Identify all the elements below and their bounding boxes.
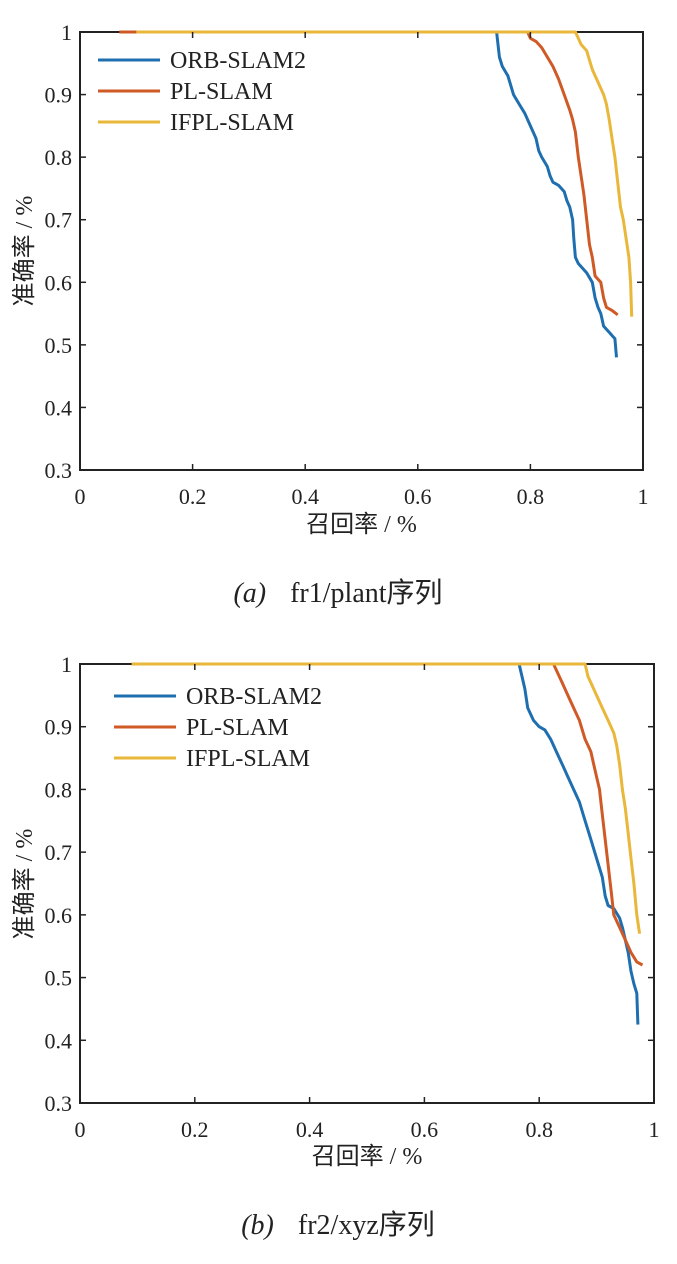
series-line-orb-slam2 <box>119 30 618 358</box>
figure-caption: (b) fr2/xyz序列 <box>241 1209 435 1241</box>
x-tick-label: 0 <box>75 484 86 509</box>
chart-panel-a: 0 0.2 0.4 0.6 0.8 1 0.3 0.4 0.5 0.6 0.7 0.8 0.9 1 召回率 … <box>11 20 649 609</box>
legend-label-pl-slam: PL-SLAM <box>186 715 289 741</box>
y-axis-label: 准确率 / % <box>11 196 38 307</box>
series-line-ifpl-slam <box>136 30 634 317</box>
legend-label-orb-slam2: ORB-SLAM2 <box>186 684 322 710</box>
series-line-ifpl-slam <box>131 662 642 934</box>
y-tick-label: 1 <box>61 652 72 677</box>
legend-label-orb-slam2: ORB-SLAM2 <box>170 48 306 74</box>
y-tick-label: 0.9 <box>45 715 73 740</box>
y-tick-label: 0.8 <box>45 145 73 170</box>
y-axis-label: 准确率 / % <box>11 829 38 940</box>
caption-tag: (a) <box>233 578 266 609</box>
y-tick-label: 0.9 <box>45 83 73 108</box>
x-tick-label: 0.8 <box>525 1117 553 1142</box>
legend-label-pl-slam: PL-SLAM <box>170 79 273 105</box>
x-axis-label: 召回率 / % <box>306 511 417 538</box>
y-tick-label: 0.5 <box>45 966 73 991</box>
x-tick-label: 0.8 <box>517 484 545 509</box>
y-tick-label: 0.4 <box>45 1028 73 1053</box>
caption-text: fr2/xyz序列 <box>298 1209 435 1241</box>
y-tick-label: 1 <box>61 20 72 45</box>
y-tick-label: 0.3 <box>45 458 73 483</box>
y-tick-label: 0.8 <box>45 777 73 802</box>
y-tick-label: 0.3 <box>45 1091 73 1116</box>
x-tick-label: 1 <box>638 484 649 509</box>
x-tick-label: 0.2 <box>179 484 207 509</box>
figure-caption: (a) fr1/plant序列 <box>233 577 442 609</box>
series-line-pl-slam <box>131 662 644 967</box>
y-tick-label: 0.5 <box>45 333 73 358</box>
legend-label-ifpl-slam: IFPL-SLAM <box>186 746 310 772</box>
caption-tag: (b) <box>241 1210 274 1241</box>
x-tick-label: 0.4 <box>291 484 319 509</box>
x-tick-label: 0.4 <box>296 1117 324 1142</box>
y-tick-label: 0.6 <box>45 903 73 928</box>
chart-panel-b: 0 0.2 0.4 0.6 0.8 1 0.3 0.4 0.5 0.6 0.7 0.8 0.9 1 召回率 … <box>11 652 660 1241</box>
y-tick-label: 0.7 <box>45 840 73 865</box>
plot-area <box>79 663 655 1104</box>
y-tick-label: 0.6 <box>45 270 73 295</box>
y-tick-label: 0.4 <box>45 395 73 420</box>
plot-area <box>79 31 644 471</box>
x-tick-label: 1 <box>649 1117 660 1142</box>
legend-label-ifpl-slam: IFPL-SLAM <box>170 110 294 136</box>
y-tick-label: 0.7 <box>45 208 73 233</box>
x-tick-label: 0.2 <box>181 1117 209 1142</box>
x-tick-label: 0.6 <box>404 484 432 509</box>
x-tick-label: 0 <box>75 1117 86 1142</box>
x-tick-label: 0.6 <box>411 1117 439 1142</box>
caption-text: fr1/plant序列 <box>290 577 442 609</box>
x-axis-label: 召回率 / % <box>312 1143 423 1170</box>
series-line-pl-slam <box>119 30 619 316</box>
